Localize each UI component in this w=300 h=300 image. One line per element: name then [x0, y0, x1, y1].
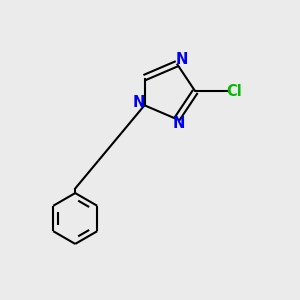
Text: N: N — [175, 52, 188, 67]
Text: Cl: Cl — [227, 84, 242, 99]
Text: N: N — [133, 95, 145, 110]
Text: N: N — [173, 116, 185, 131]
